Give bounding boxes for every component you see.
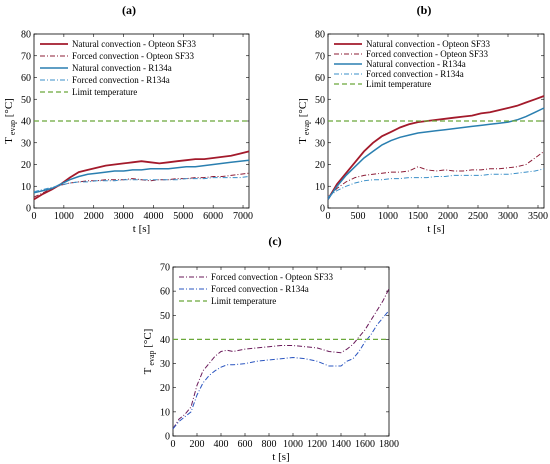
panel-1-x-tick-label: 1000 [378,211,398,222]
panel-1-y-axis-label: T evap [°C] [297,98,311,144]
panel-0-series-line-3 [33,176,250,193]
panel-0-x-tick-label: 4000 [143,211,163,222]
panel-0-y-tick-label: 30 [21,138,31,149]
panel-0-series-line-2 [33,159,250,194]
panel-2-y-axis-label: T evap [°C] [142,329,156,375]
panel-2-legend-entry-1: Forced convection - R134a [211,284,309,294]
panel-2-x-tick-label: 0 [171,439,176,450]
panel-2-x-tick-label: 1800 [379,439,399,450]
panel-1-x-axis-label: t [s] [427,223,444,235]
panel-2-y-tick-label: 30 [160,359,170,370]
panel-2-y-tick-label: 20 [160,383,170,394]
panel-2-legend-entry-0: Forced convection - Opteon SF33 [211,272,333,282]
panel-1-series-line-1 [327,150,545,198]
panel-2-series-line-0 [172,288,390,430]
panel-2-y-tick-label: 70 [160,263,170,274]
panel-1-legend-entry-1: Forced convection - Opteon SF33 [366,49,488,59]
panel-0-x-tick-label: 7000 [233,211,253,222]
panel-0-y-tick-label: 10 [21,182,31,193]
panel-label-c: (c) [268,234,281,248]
panel-1-legend-entry-0: Natural convection - Opteon SF33 [366,39,490,49]
panel-1-y-tick-label: 40 [315,117,325,128]
panel-2-y-tick-label: 0 [165,432,170,443]
chart-b: 0 500 1000 1500 2000 2500 3000 3500 0 10 20 30 40 50 6… [297,30,548,236]
panel-0-legend-entry-0: Natural convection - Opteon SF33 [72,39,196,49]
panel-0-y-tick-label: 20 [21,160,31,171]
panel-2-x-tick-label: 1200 [307,439,327,450]
panel-0-x-axis-label: t [s] [133,223,150,235]
panel-2-x-tick-label: 1600 [355,439,375,450]
panel-1-legend-entry-2: Natural convection - R134a [366,59,466,69]
panel-0-y-tick-label: 80 [21,30,31,41]
panel-1-x-tick-label: 0 [326,211,331,222]
panel-1-x-tick-label: 1500 [408,211,428,222]
panel-2-y-tick-label: 10 [160,407,170,418]
panel-2-y-tick-label: 60 [160,287,170,298]
panel-1-y-tick-label: 50 [315,95,325,106]
panel-2-legend-entry-2: Limit temperature [211,296,276,306]
panel-0-legend-entry-1: Forced convection - Opteon SF33 [72,51,194,61]
panel-2-x-tick-label: 400 [214,439,229,450]
panel-0-legend-entry-4: Limit temperature [72,87,137,97]
panel-0-x-tick-label: 3000 [114,211,134,222]
panel-1-y-tick-label: 60 [315,73,325,84]
panel-2-y-tick-label: 50 [160,311,170,322]
panel-1-series-line-2 [327,107,545,200]
panel-0-x-tick-label: 2000 [84,211,104,222]
chart-c: 0 200 400 600 800 1000 1200 1400 1600 1800 0 10 20 30… [142,263,399,464]
panel-2-x-tick-label: 1400 [331,439,351,450]
panel-1-series-line-3 [327,168,545,198]
panel-1-legend-entry-4: Limit temperature [366,79,431,89]
panel-0-y-tick-label: 70 [21,51,31,62]
panel-1-y-tick-label: 20 [315,160,325,171]
panel-1-x-tick-label: 3500 [528,211,548,222]
panel-0-series-line-0 [33,150,250,201]
panel-0-legend-entry-2: Natural convection - R134a [72,63,172,73]
panel-0-y-tick-label: 60 [21,73,31,84]
panel-0-x-tick-label: 6000 [203,211,223,222]
panel-1-y-tick-label: 10 [315,182,325,193]
panel-1-x-tick-label: 3000 [498,211,518,222]
panel-2-x-tick-label: 600 [238,439,253,450]
panel-0-y-tick-label: 40 [21,117,31,128]
panel-label-a: (a) [122,3,136,17]
panel-0-legend-entry-3: Forced convection - R134a [72,75,170,85]
panel-2-series-line-1 [172,310,390,430]
panel-1-y-tick-label: 70 [315,51,325,62]
panel-2-x-axis-label: t [s] [272,451,289,463]
panel-0-y-tick-label: 50 [21,95,31,106]
panel-0-x-tick-label: 5000 [173,211,193,222]
panel-1-y-tick-label: 80 [315,30,325,41]
panel-label-b: (b) [417,3,432,17]
panel-1-y-tick-label: 30 [315,138,325,149]
chart-a: 0 1000 2000 3000 4000 5000 6000 7000 0 10 20 30 40 50… [3,30,253,236]
panel-2-plot-area [172,266,390,437]
panel-1-x-tick-label: 2500 [468,211,488,222]
panel-2-x-tick-label: 800 [262,439,277,450]
panel-1-series-line-0 [327,95,545,200]
panel-0-series-line-1 [33,172,250,198]
panel-0-x-tick-label: 0 [32,211,37,222]
panel-1-y-tick-label: 0 [320,204,325,215]
panel-2-x-tick-label: 1000 [283,439,303,450]
panel-0-x-tick-label: 1000 [54,211,74,222]
panel-0-y-tick-label: 0 [26,204,31,215]
panel-1-legend-entry-3: Forced convection - R134a [366,69,464,79]
panel-2-y-tick-label: 40 [160,335,170,346]
panel-2-x-tick-label: 200 [190,439,205,450]
panel-1-x-tick-label: 500 [351,211,366,222]
panel-0-y-axis-label: T evap [°C] [3,98,17,144]
panel-1-x-tick-label: 2000 [438,211,458,222]
